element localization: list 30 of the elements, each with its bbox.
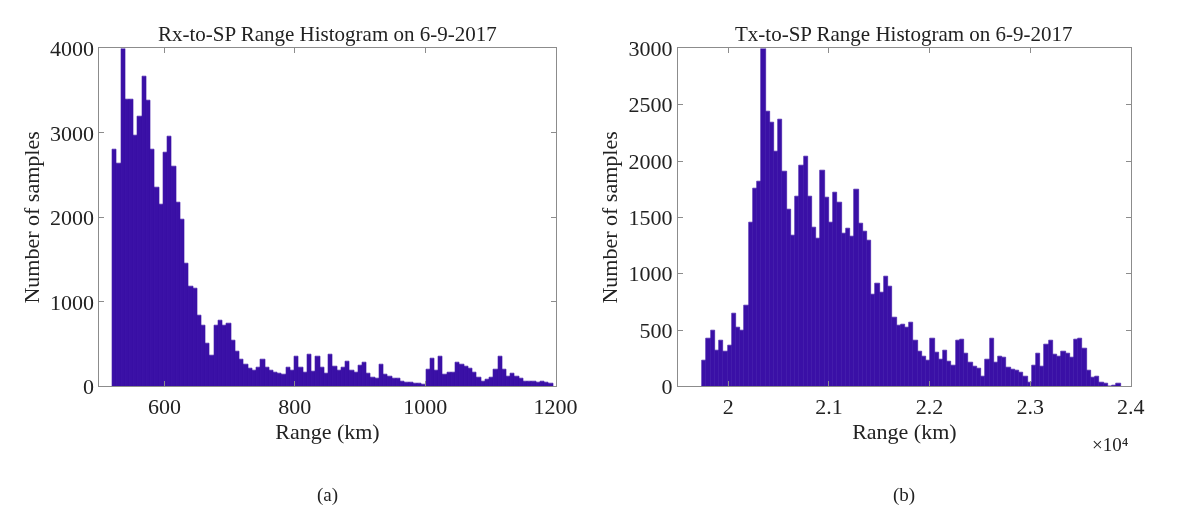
y-tick-label: 1000 (628, 261, 673, 287)
x-tick-label: 1200 (533, 393, 578, 419)
y-tick-label: 0 (82, 374, 94, 400)
x-tick-label: 600 (148, 393, 182, 419)
x-tick-label: 2.1 (815, 393, 843, 419)
x-tick-label: 2 (722, 393, 734, 419)
text: (b) (893, 484, 916, 506)
x-tick-label: 2.4 (1116, 393, 1145, 419)
x-tick-label: 2.3 (1016, 393, 1044, 419)
y-tick-label: 500 (639, 317, 673, 343)
y-axis-title: Number of samples (18, 131, 44, 304)
y-tick-label: 1500 (628, 205, 673, 231)
y-tick-label: 2500 (628, 92, 673, 118)
chart-title: Rx-to-SP Range Histogram on 6-9-2017 (158, 22, 497, 46)
x-axis-title: Range (km) (275, 418, 380, 444)
y-axis-title: Number of samples (597, 131, 623, 304)
x-tick-label: 2.2 (915, 393, 944, 419)
chart-title: Tx-to-SP Range Histogram on 6-9-2017 (735, 22, 1073, 46)
x-tick-label: 1000 (403, 393, 448, 419)
text: (a) (317, 484, 339, 506)
y-tick-label: 1000 (49, 289, 94, 315)
x-axis-title: Range (km) (852, 418, 957, 444)
x-tick-label: 800 (278, 393, 312, 419)
y-tick-label: 3000 (628, 36, 673, 62)
y-tick-label: 2000 (49, 205, 94, 231)
y-tick-label: 2000 (628, 148, 673, 174)
y-tick-label: 0 (661, 374, 673, 400)
text: ×10⁴ (1092, 434, 1129, 455)
y-tick-label: 3000 (49, 120, 94, 146)
y-tick-label: 4000 (49, 36, 94, 62)
